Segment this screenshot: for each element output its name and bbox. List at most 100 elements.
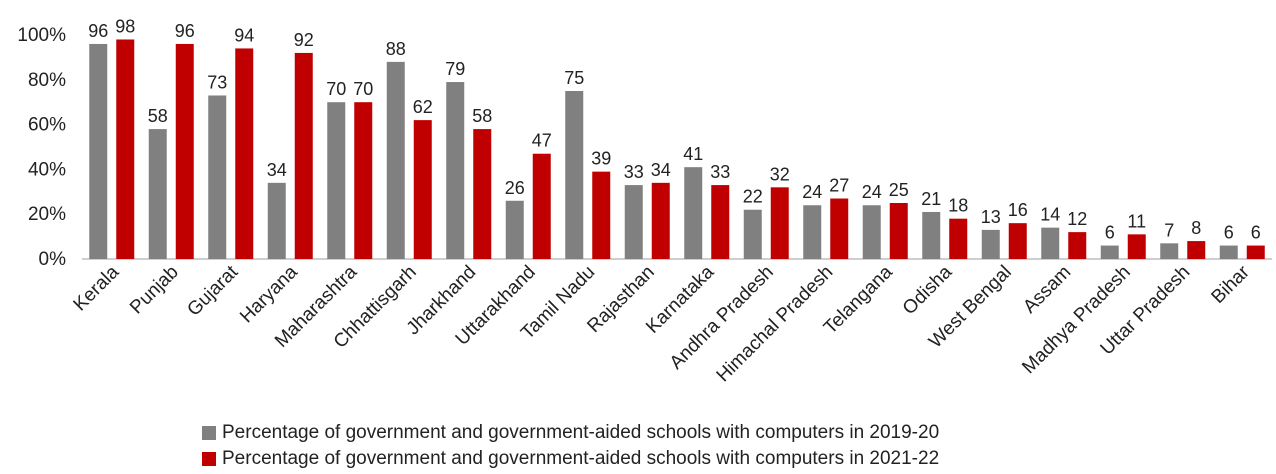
data-label: 12 — [1067, 209, 1087, 229]
data-label: 73 — [207, 72, 227, 92]
data-label: 96 — [88, 21, 108, 41]
x-tick-label: Odisha — [899, 261, 957, 319]
data-label: 58 — [472, 106, 492, 126]
y-tick-label: 0% — [39, 249, 67, 270]
data-label: 47 — [532, 131, 552, 151]
bar-2021-22 — [1068, 232, 1087, 259]
bar-2021-22 — [830, 198, 849, 259]
y-tick-label: 40% — [28, 159, 66, 180]
x-tick-label: Kerala — [70, 261, 124, 315]
y-tick-label: 100% — [17, 25, 66, 46]
x-tick-label: Andhra Pradesh — [666, 262, 778, 374]
bar-2021-22 — [1008, 223, 1027, 259]
data-label: 27 — [829, 176, 849, 196]
bar-2019-20 — [446, 82, 465, 259]
bar-2019-20 — [148, 129, 167, 259]
data-label: 7 — [1164, 220, 1174, 240]
data-label: 6 — [1105, 223, 1115, 243]
data-label: 32 — [770, 164, 790, 184]
data-label: 34 — [267, 160, 287, 180]
legend-swatch-2021-22 — [202, 452, 216, 466]
bar-2021-22 — [1187, 241, 1206, 259]
data-label: 14 — [1040, 205, 1060, 225]
bar-2021-22 — [532, 153, 551, 259]
bar-2019-20 — [803, 205, 822, 259]
bar-2019-20 — [89, 43, 108, 260]
legend-item-2021-22: Percentage of government and government-… — [202, 446, 939, 472]
bar-2021-22 — [294, 52, 313, 259]
bar-2021-22 — [949, 218, 968, 259]
bar-2021-22 — [354, 102, 373, 259]
legend-label-2019-20: Percentage of government and government-… — [222, 422, 940, 443]
data-label: 6 — [1251, 223, 1261, 243]
data-label: 24 — [802, 182, 822, 202]
data-label: 92 — [294, 30, 314, 50]
data-label: 13 — [981, 207, 1001, 227]
bar-2019-20 — [208, 95, 227, 259]
bar-2021-22 — [413, 120, 432, 260]
bar-2021-22 — [235, 48, 254, 259]
bar-2019-20 — [565, 91, 584, 259]
y-tick-label: 20% — [28, 204, 66, 225]
bar-2021-22 — [1246, 245, 1265, 259]
data-label: 79 — [445, 59, 465, 79]
bar-2021-22 — [592, 171, 611, 259]
data-label: 58 — [148, 106, 168, 126]
bar-2019-20 — [743, 209, 762, 259]
x-tick-label: Madhya Pradesh — [1018, 262, 1134, 378]
bar-2019-20 — [684, 167, 703, 259]
bar-2019-20 — [1100, 245, 1119, 259]
bar-2019-20 — [505, 200, 524, 259]
data-label: 11 — [1127, 211, 1146, 231]
bar-2019-20 — [624, 185, 643, 259]
x-tick-label: Bihar — [1208, 261, 1255, 308]
data-label: 24 — [862, 182, 882, 202]
y-tick-label: 60% — [28, 115, 66, 136]
bar-2019-20 — [922, 211, 941, 259]
data-label: 88 — [386, 39, 406, 59]
data-label: 33 — [624, 162, 644, 182]
bar-2021-22 — [473, 129, 492, 259]
data-label: 8 — [1191, 218, 1201, 238]
data-label: 34 — [651, 160, 671, 180]
data-label: 96 — [175, 21, 195, 41]
bar-2019-20 — [981, 229, 1000, 259]
data-label: 26 — [505, 178, 525, 198]
x-tick-label: Punjab — [126, 262, 183, 319]
data-label: 39 — [591, 149, 611, 169]
data-label: 22 — [743, 187, 763, 207]
data-label: 62 — [413, 97, 433, 117]
data-label: 6 — [1224, 223, 1234, 243]
y-tick-label: 80% — [28, 70, 66, 91]
data-label: 98 — [115, 16, 135, 36]
bar-2019-20 — [1160, 243, 1179, 259]
legend-item-2019-20: Percentage of government and government-… — [202, 420, 939, 446]
bar-2021-22 — [175, 43, 194, 260]
data-label: 94 — [234, 25, 254, 45]
bar-2019-20 — [267, 182, 286, 259]
x-tick-label: Himachal Pradesh — [713, 262, 838, 387]
legend-swatch-2019-20 — [202, 426, 216, 440]
data-label: 70 — [353, 79, 373, 99]
data-label: 18 — [948, 196, 968, 216]
data-label: 25 — [889, 180, 909, 200]
data-label: 41 — [683, 144, 703, 164]
bar-2019-20 — [1219, 245, 1238, 259]
bar-2019-20 — [862, 205, 881, 259]
x-tick-label: Assam — [1019, 262, 1075, 318]
bar-chart: 0%20%40%60%80%100% 96 98Kerala5896Punjab73… — [17, 16, 1272, 387]
bar-2021-22 — [1127, 234, 1146, 259]
bar-2019-20 — [386, 61, 405, 259]
data-label: 75 — [564, 68, 584, 88]
bar-2021-22 — [116, 39, 135, 260]
data-label: 16 — [1008, 200, 1028, 220]
bar-2021-22 — [889, 203, 908, 259]
bar-2021-22 — [770, 187, 789, 259]
data-label: 70 — [326, 79, 346, 99]
bar-2019-20 — [327, 102, 346, 259]
legend-label-2021-22: Percentage of government and government-… — [222, 448, 940, 469]
data-label: 33 — [710, 162, 730, 182]
x-tick-label: Gujarat — [183, 261, 242, 320]
bar-2019-20 — [1041, 227, 1060, 259]
data-label: 21 — [921, 189, 941, 209]
